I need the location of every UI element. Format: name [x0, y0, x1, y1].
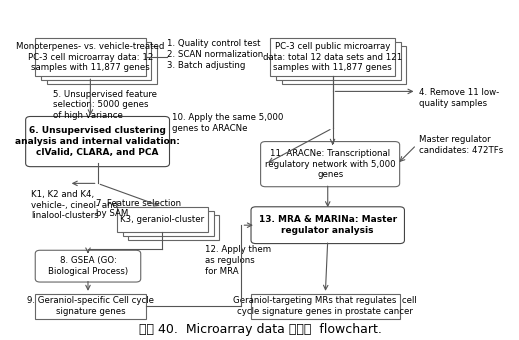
FancyBboxPatch shape: [25, 117, 170, 167]
FancyBboxPatch shape: [270, 38, 395, 76]
FancyBboxPatch shape: [35, 294, 145, 319]
Text: 4. Remove 11 low-
quality samples: 4. Remove 11 low- quality samples: [419, 88, 499, 108]
Text: 10. Apply the same 5,000
genes to ARACNe: 10. Apply the same 5,000 genes to ARACNe: [172, 113, 283, 133]
FancyBboxPatch shape: [276, 42, 401, 80]
Text: 11. ARACNe: Transcriptional
regulatory network with 5,000
genes: 11. ARACNe: Transcriptional regulatory n…: [265, 149, 395, 180]
Text: 9. Geraniol-specific Cell cycle
signature genes: 9. Geraniol-specific Cell cycle signatur…: [27, 296, 154, 316]
FancyBboxPatch shape: [41, 42, 151, 80]
Text: Monoterpenes- vs. vehicle-treated
PC-3 cell microarray data: 12
samples with 11,: Monoterpenes- vs. vehicle-treated PC-3 c…: [16, 42, 165, 72]
Text: 5. Unsupervised feature
selection: 5000 genes
of high variance: 5. Unsupervised feature selection: 5000 …: [53, 89, 157, 120]
FancyBboxPatch shape: [35, 250, 141, 282]
Text: 6. Unsupervised clustering
analysis and internal validation:
clValid, CLARA, and: 6. Unsupervised clustering analysis and …: [15, 126, 180, 157]
FancyBboxPatch shape: [261, 141, 400, 187]
Text: Geraniol-targeting MRs that regulates  cell
cycle signature genes in prostate ca: Geraniol-targeting MRs that regulates ce…: [234, 296, 417, 316]
FancyBboxPatch shape: [251, 294, 400, 319]
Text: 1. Quality control test
2. SCAN normalization
3. Batch adjusting: 1. Quality control test 2. SCAN normaliz…: [167, 39, 263, 70]
Text: 7. Feature selection
by SAM: 7. Feature selection by SAM: [96, 199, 181, 218]
FancyBboxPatch shape: [122, 211, 214, 236]
Text: 그림 40.  Microarray data 분석의  flowchart.: 그림 40. Microarray data 분석의 flowchart.: [139, 323, 382, 336]
Text: PC-3 cell public microarray
data: total 12 data sets and 121
samples with 11,877: PC-3 cell public microarray data: total …: [263, 42, 402, 72]
FancyBboxPatch shape: [47, 46, 157, 84]
FancyBboxPatch shape: [282, 46, 406, 84]
Text: 13. MRA & MARINa: Master
regulator analysis: 13. MRA & MARINa: Master regulator analy…: [258, 215, 397, 235]
Text: Master regulator
candidates: 472TFs: Master regulator candidates: 472TFs: [419, 135, 503, 155]
FancyBboxPatch shape: [117, 207, 208, 232]
FancyBboxPatch shape: [128, 215, 220, 240]
Text: K1, K2 and K4,
vehicle-, cineol- and
linalool-clusters: K1, K2 and K4, vehicle-, cineol- and lin…: [32, 190, 118, 220]
Text: 12. Apply them
as regulons
for MRA: 12. Apply them as regulons for MRA: [206, 245, 271, 275]
FancyBboxPatch shape: [251, 207, 404, 243]
FancyBboxPatch shape: [35, 38, 145, 76]
Text: K3, geraniol-cluster: K3, geraniol-cluster: [120, 215, 204, 224]
Text: 8. GSEA (GO:
Biological Process): 8. GSEA (GO: Biological Process): [48, 256, 128, 276]
